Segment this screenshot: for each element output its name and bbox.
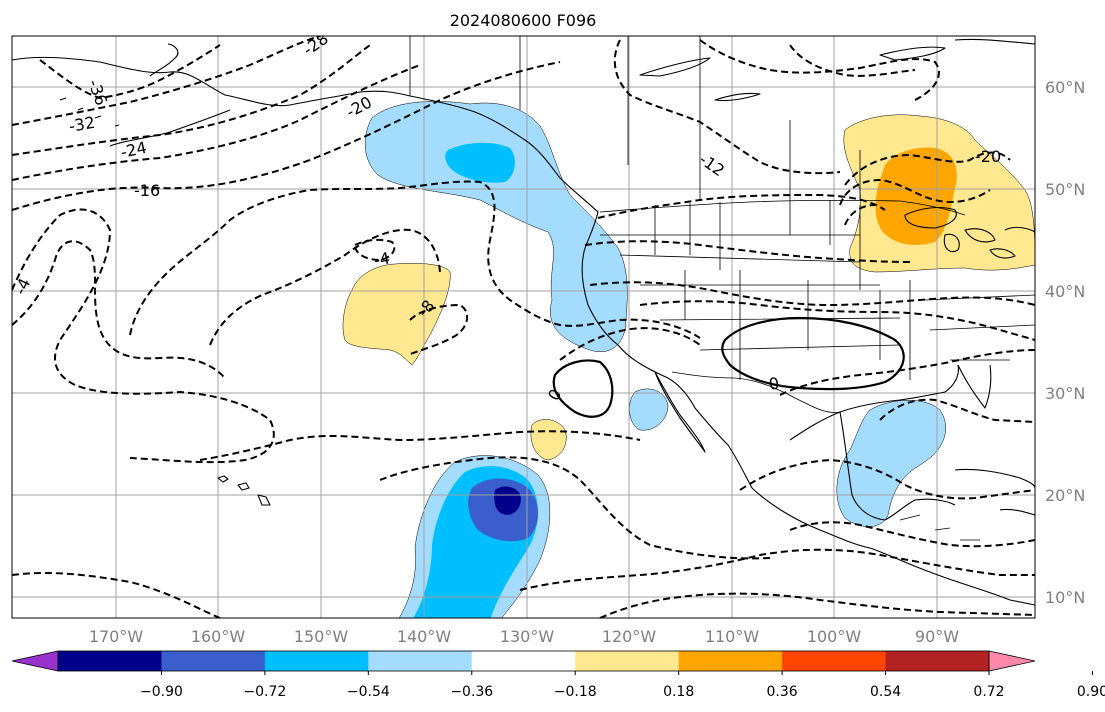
colorbar: −0.90 −0.72 −0.54 −0.36 −0.18 0.18 0.36 0.54 0.7…: [11, 650, 1105, 700]
longitude-labels: 170°W 160°W 150°W 140°W 130°W 120°W 110°…: [89, 627, 959, 646]
negative-region-baja: [629, 388, 669, 431]
lon-label: 130°W: [500, 627, 555, 646]
lat-label: 20°N: [1045, 486, 1085, 505]
colorbar-cell: [782, 651, 887, 671]
colorbar-cell: [575, 651, 680, 671]
lon-label: 150°W: [294, 627, 349, 646]
lat-label: 50°N: [1045, 180, 1085, 199]
map-frame: [11, 35, 1036, 619]
contour-label: -16: [134, 181, 160, 200]
lat-label: 30°N: [1045, 384, 1085, 403]
dashed-contours: [12, 36, 1035, 618]
colorbar-cell: [264, 651, 369, 671]
lon-label: 170°W: [89, 627, 144, 646]
colorbar-tick-label: 0.72: [973, 684, 1004, 700]
colorbar-tick-label: 0.90: [1077, 684, 1105, 700]
colorbar-extend-max: [988, 650, 1036, 672]
map-area[interactable]: -36 -32 -28 -24 -20 -20 -16 -12 -8 -4 -4…: [10, 29, 1035, 620]
latitude-labels: 60°N 50°N 40°N 30°N 20°N 10°N: [1045, 78, 1085, 607]
zero-contours: [552, 316, 905, 418]
colorbar-tick-label: −0.90: [140, 684, 183, 700]
colorbar-tick-label: −0.18: [554, 684, 597, 700]
negative-core-pacific-northwest: [445, 142, 515, 183]
colorbar-cell: [678, 651, 783, 671]
colorbar-cell: [471, 651, 576, 671]
contour-label: 0: [767, 373, 780, 393]
lon-label: 160°W: [191, 627, 246, 646]
lon-label: 90°W: [915, 627, 959, 646]
colorbar-tick-label: 0.18: [663, 684, 694, 700]
lon-label: 110°W: [705, 627, 760, 646]
lon-label: 120°W: [602, 627, 657, 646]
positive-region-off-baja: [530, 419, 567, 461]
lat-label: 60°N: [1045, 78, 1085, 97]
coastlines: [12, 38, 1035, 606]
lon-label: 140°W: [397, 627, 452, 646]
colorbar-cell: [58, 651, 162, 671]
contour-label: -4: [372, 248, 391, 269]
chart-title: 2024080600 F096: [450, 11, 597, 30]
lat-label: 10°N: [1045, 588, 1085, 607]
colorbar-tick-label: 0.54: [870, 684, 901, 700]
colorbar-tick-label: −0.36: [450, 684, 493, 700]
colorbar-tick-label: −0.72: [243, 684, 286, 700]
lat-label: 40°N: [1045, 282, 1085, 301]
negative-max-tropical-pacific: [494, 486, 521, 515]
lon-label: 100°W: [807, 627, 862, 646]
contour-label: -32: [67, 113, 96, 136]
positive-core-great-lakes: [875, 147, 957, 245]
colorbar-extend-min: [11, 650, 59, 672]
colorbar-cell: [161, 651, 266, 671]
contour-label: -4: [10, 275, 34, 297]
contour-label: -20: [975, 147, 1001, 166]
colorbar-tick-label: 0.36: [767, 684, 798, 700]
colorbar-cell: [368, 651, 473, 671]
colorbar-tick-label: −0.54: [347, 684, 390, 700]
colorbar-cell: [885, 651, 990, 671]
